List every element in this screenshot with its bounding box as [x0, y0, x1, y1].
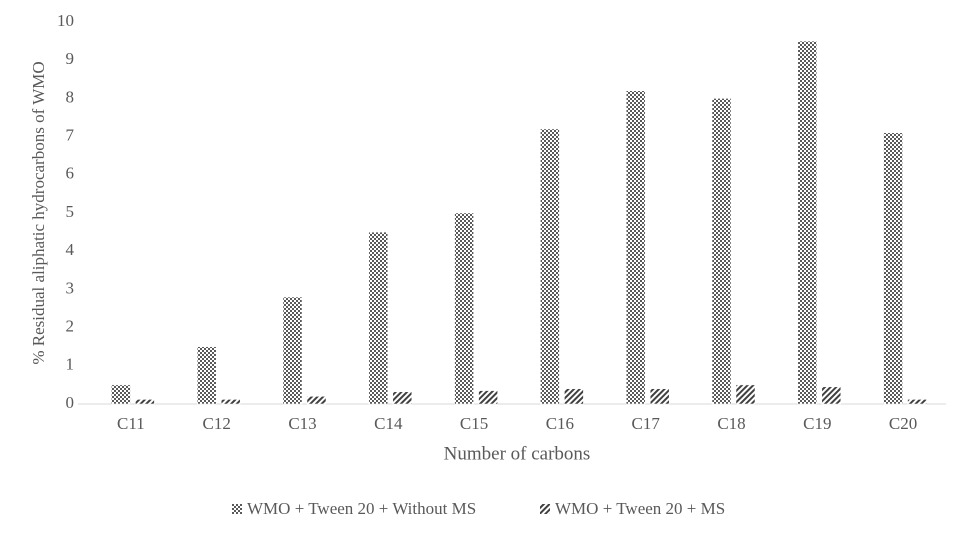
- bar: [540, 128, 560, 405]
- x-tick-label: C15: [460, 414, 488, 433]
- bar: [735, 384, 756, 405]
- y-tick-label: 1: [66, 355, 75, 374]
- bar: [368, 231, 389, 405]
- x-tick-label: C18: [717, 414, 745, 433]
- x-axis-label: Number of carbons: [444, 443, 591, 464]
- bar: [907, 399, 927, 405]
- y-tick-label: 0: [66, 393, 75, 412]
- y-tick-label: 10: [57, 11, 74, 30]
- bar: [821, 386, 842, 405]
- bar: [454, 212, 474, 405]
- bar: [135, 399, 155, 405]
- x-tick-label: C17: [632, 414, 661, 433]
- legend-label: WMO + Tween 20 + MS: [555, 499, 725, 518]
- bar: [883, 132, 903, 405]
- y-tick-label: 9: [66, 49, 75, 68]
- y-tick-label: 8: [66, 87, 75, 106]
- legend-label: WMO + Tween 20 + Without MS: [247, 499, 476, 518]
- bar: [220, 399, 241, 405]
- y-tick-label: 2: [66, 317, 75, 336]
- legend-swatch: [232, 504, 242, 514]
- y-tick-label: 6: [66, 164, 75, 183]
- x-tick-label: C14: [374, 414, 403, 433]
- x-tick-label: C19: [803, 414, 831, 433]
- x-tick-label: C20: [889, 414, 917, 433]
- bar: [478, 390, 498, 405]
- x-tick-label: C13: [288, 414, 316, 433]
- x-tick-label: C16: [546, 414, 574, 433]
- x-tick-label: C11: [117, 414, 145, 433]
- legend-swatch: [540, 504, 550, 514]
- bar: [625, 90, 646, 405]
- bar: [711, 98, 732, 405]
- y-tick-label: 4: [66, 240, 75, 259]
- y-tick-label: 5: [66, 202, 75, 221]
- bar: [196, 346, 217, 405]
- bar: [649, 388, 670, 405]
- bar: [564, 388, 584, 405]
- bar: [111, 384, 131, 405]
- bar: [797, 40, 818, 405]
- x-tick-label: C12: [203, 414, 231, 433]
- y-tick-label: 3: [66, 278, 75, 297]
- bar: [306, 396, 327, 405]
- bar: [392, 391, 413, 405]
- y-axis-label: % Residual aliphatic hydrocarbons of WMO: [29, 61, 48, 364]
- bar: [282, 296, 303, 405]
- y-tick-label: 7: [66, 126, 75, 145]
